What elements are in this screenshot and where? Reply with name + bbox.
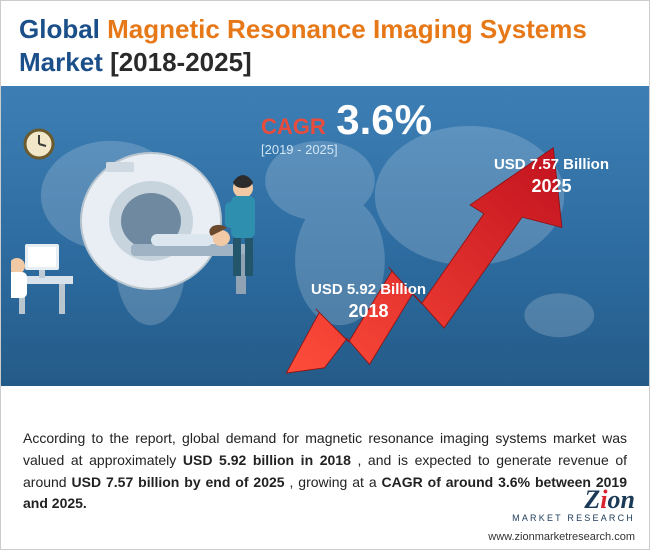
title-years: [2018-2025]: [110, 47, 252, 77]
cagr-row: CAGR 3.6%: [261, 96, 432, 144]
source-url: www.zionmarketresearch.com: [488, 531, 635, 543]
summary-hl2: USD 7.57 billion by end of 2025: [72, 474, 285, 490]
infographic-container: Global Magnetic Resonance Imaging System…: [0, 0, 650, 550]
summary-mid2: , growing at a: [290, 474, 382, 490]
title-highlight: Magnetic Resonance Imaging Systems: [107, 14, 587, 44]
brand-i: i: [600, 485, 607, 514]
brand-logo: Zion MARKET RESEARCH: [512, 485, 635, 523]
mri-illustration: [11, 126, 261, 346]
callout-start-year: 2018: [311, 300, 426, 323]
brand-sub: MARKET RESEARCH: [512, 513, 635, 523]
summary-block: According to the report, global demand f…: [1, 404, 649, 549]
title-line-1: Global Magnetic Resonance Imaging System…: [19, 13, 631, 46]
hero-panel: CAGR 3.6% [2019 - 2025] USD 7.57 Billion…: [1, 86, 649, 386]
callout-start: USD 5.92 Billion 2018: [311, 281, 426, 322]
cagr-value: 3.6%: [336, 96, 432, 144]
callout-end-amount: USD 7.57 Billion: [494, 156, 609, 175]
callout-start-amount: USD 5.92 Billion: [311, 281, 426, 300]
brand-name: Zion: [512, 485, 635, 515]
brand-post: on: [608, 485, 635, 514]
title-bar: Global Magnetic Resonance Imaging System…: [1, 1, 649, 86]
title-word-market: Market: [19, 47, 103, 77]
title-line-2: Market [2018-2025]: [19, 46, 631, 79]
brand-pre: Z: [584, 485, 600, 514]
summary-hl1: USD 5.92 billion in 2018: [183, 452, 351, 468]
cagr-label: CAGR: [261, 114, 326, 140]
title-word-global: Global: [19, 14, 100, 44]
callout-end-year: 2025: [494, 175, 609, 198]
callout-end: USD 7.57 Billion 2025: [494, 156, 609, 197]
